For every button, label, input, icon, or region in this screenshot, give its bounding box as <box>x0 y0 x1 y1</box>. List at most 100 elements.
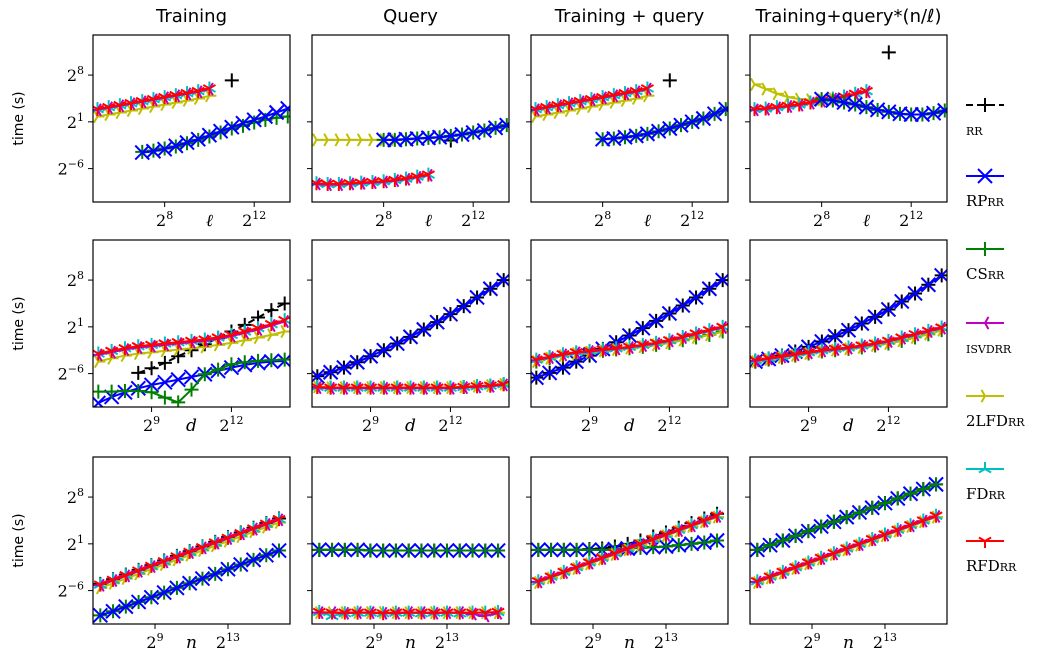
data-point-rprr <box>880 301 897 318</box>
plot-panel: 29 212 d <box>526 239 729 436</box>
data-point-rprr <box>258 547 274 563</box>
plot-panel: 28 21 2−6 29 213 n <box>58 456 291 653</box>
data-point-csrr <box>312 542 327 557</box>
data-point-rfdrr <box>264 319 278 332</box>
panel-frame <box>311 239 510 408</box>
panel-frame <box>92 456 291 625</box>
y-axis-label: time (s) <box>11 91 27 145</box>
data-point-rfdrr <box>697 516 711 528</box>
data-point-rprr <box>840 322 857 338</box>
panel-frame <box>311 456 510 625</box>
data-point-rfdrr <box>781 101 795 113</box>
data-point-rprr <box>257 108 274 125</box>
data-point-rprr <box>499 117 509 133</box>
data-point-rprr <box>143 589 160 605</box>
panel-frame <box>530 239 729 408</box>
plot-panel: 28 21 2−6 28 212 ℓ <box>58 34 291 231</box>
panel-frame <box>92 34 291 203</box>
data-point-rfdrr <box>180 88 194 101</box>
data-point-csrr <box>197 367 212 382</box>
legend-label: ISVDRR <box>966 343 1012 356</box>
data-point-rfdrr <box>93 580 107 592</box>
data-point-rfdrr <box>365 177 380 189</box>
data-point-lfd <box>345 133 358 147</box>
data-point-rprr <box>179 134 195 151</box>
data-point-csrr <box>916 482 931 497</box>
data-point-rprr <box>169 580 185 596</box>
data-point-rfdrr <box>169 90 183 103</box>
data-point-rprr <box>531 369 545 386</box>
data-point-rfdrr <box>775 351 789 364</box>
x-tick-label: 29 <box>584 631 601 652</box>
legend-label: 2LFDRR <box>966 412 1025 430</box>
data-point-rprr <box>429 314 445 330</box>
plot-panel: 29 213 n <box>307 456 510 653</box>
data-point-rfdrr <box>118 343 132 356</box>
data-point-rfdrr <box>377 383 391 395</box>
data-point-csrr <box>211 362 226 377</box>
y-tick-label: 2−6 <box>58 363 84 384</box>
data-point-rfdrr <box>399 174 413 186</box>
legend-label: CSRR <box>966 265 1005 283</box>
series-layer <box>750 476 944 590</box>
y-axis-label: time (s) <box>11 296 27 350</box>
data-point-rfdrr <box>410 172 424 184</box>
data-point-rfdrr <box>582 558 596 570</box>
x-tick-label: 212 <box>899 209 923 230</box>
data-point-rfdrr <box>646 534 660 547</box>
series-layer <box>531 272 728 386</box>
data-point-rprr <box>181 575 198 591</box>
data-point-rprr <box>156 141 173 157</box>
data-point-csrr <box>671 538 686 553</box>
data-point-rfdrr <box>789 562 803 575</box>
data-point-csrr <box>131 383 146 398</box>
data-point-rfdrr <box>224 330 239 342</box>
data-point-rfdrr <box>584 94 599 107</box>
data-point-rfdrr <box>659 530 673 542</box>
data-point-csrr <box>439 543 454 558</box>
data-point-rfdrr <box>427 608 441 620</box>
data-point-rfdrr <box>363 608 377 620</box>
data-point-rfdrr <box>551 100 565 113</box>
data-point-lfd <box>280 324 290 339</box>
data-point-rprr <box>143 377 160 393</box>
data-point-rfdrr <box>921 326 935 338</box>
data-point-rfdrr <box>573 96 587 109</box>
legend-label: RFDRR <box>966 557 1017 575</box>
legend-marker <box>980 389 992 403</box>
data-point-csrr <box>117 383 132 398</box>
data-point-rprr <box>105 603 121 620</box>
data-point-rfdrr <box>788 349 802 362</box>
data-point-csrr <box>852 505 867 520</box>
panel-frame <box>749 456 948 625</box>
column-title: Training+query*(n/ℓ) <box>754 6 941 27</box>
data-point-rprr <box>233 556 249 573</box>
data-point-rprr <box>93 395 107 407</box>
data-point-rfdrr <box>801 347 816 360</box>
data-point-rprr <box>170 371 186 388</box>
data-point-csrr <box>376 543 391 558</box>
data-point-rfdrr <box>171 337 185 350</box>
data-point-rfdrr <box>105 346 119 358</box>
data-point-rfdrr <box>191 86 205 99</box>
data-point-lfd <box>240 333 252 347</box>
data-point-rr <box>224 73 239 88</box>
y-axis-label: time (s) <box>11 513 27 567</box>
y-tick-label: 21 <box>67 316 84 337</box>
data-point-rfdrr <box>608 548 622 561</box>
data-point-rfdrr <box>557 567 571 579</box>
data-point-rfdrr <box>878 530 892 542</box>
data-point-csrr <box>427 543 442 558</box>
panel-frame <box>311 34 510 203</box>
y-tick-label: 2−6 <box>58 158 84 179</box>
data-point-csrr <box>788 528 803 543</box>
data-point-rprr <box>907 285 923 302</box>
data-point-rfdrr <box>390 383 404 395</box>
data-point-rr <box>157 355 172 370</box>
plot-panel: 29 213 n <box>745 456 948 653</box>
data-point-csrr <box>264 353 279 368</box>
data-point-rprr <box>933 267 947 284</box>
data-point-rfdrr <box>113 100 127 113</box>
data-point-rprr <box>336 359 352 376</box>
data-point-rprr <box>568 353 584 370</box>
